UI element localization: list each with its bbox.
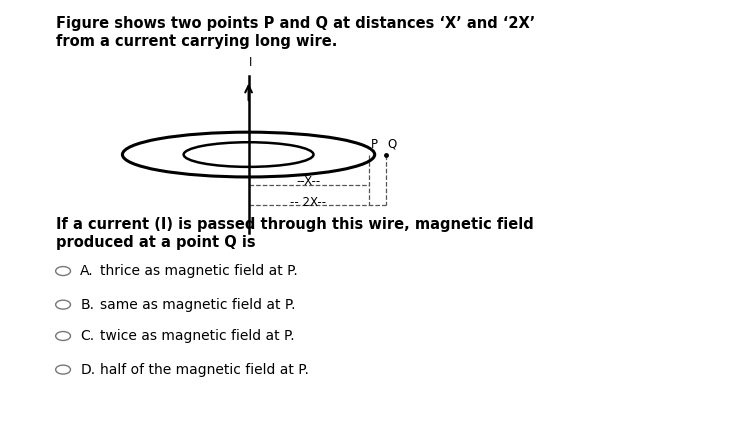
- Text: P: P: [371, 138, 378, 151]
- Text: -- 2X--: -- 2X--: [290, 195, 326, 209]
- Text: Q: Q: [387, 138, 396, 151]
- Text: I: I: [249, 56, 252, 69]
- Text: C.: C.: [80, 329, 94, 343]
- Text: A.: A.: [80, 264, 93, 278]
- Text: --X--: --X--: [297, 175, 321, 189]
- Text: D.: D.: [80, 362, 95, 377]
- Text: from a current carrying long wire.: from a current carrying long wire.: [56, 34, 337, 48]
- Text: B.: B.: [80, 297, 94, 312]
- Text: produced at a point Q is: produced at a point Q is: [56, 235, 255, 250]
- Text: half of the magnetic field at P.: half of the magnetic field at P.: [100, 362, 309, 377]
- Text: twice as magnetic field at P.: twice as magnetic field at P.: [100, 329, 295, 343]
- Text: Figure shows two points P and Q at distances ‘X’ and ‘2X’: Figure shows two points P and Q at dista…: [56, 16, 535, 30]
- Text: same as magnetic field at P.: same as magnetic field at P.: [100, 297, 295, 312]
- Text: thrice as magnetic field at P.: thrice as magnetic field at P.: [100, 264, 298, 278]
- Text: If a current (I) is passed through this wire, magnetic field: If a current (I) is passed through this …: [56, 217, 533, 232]
